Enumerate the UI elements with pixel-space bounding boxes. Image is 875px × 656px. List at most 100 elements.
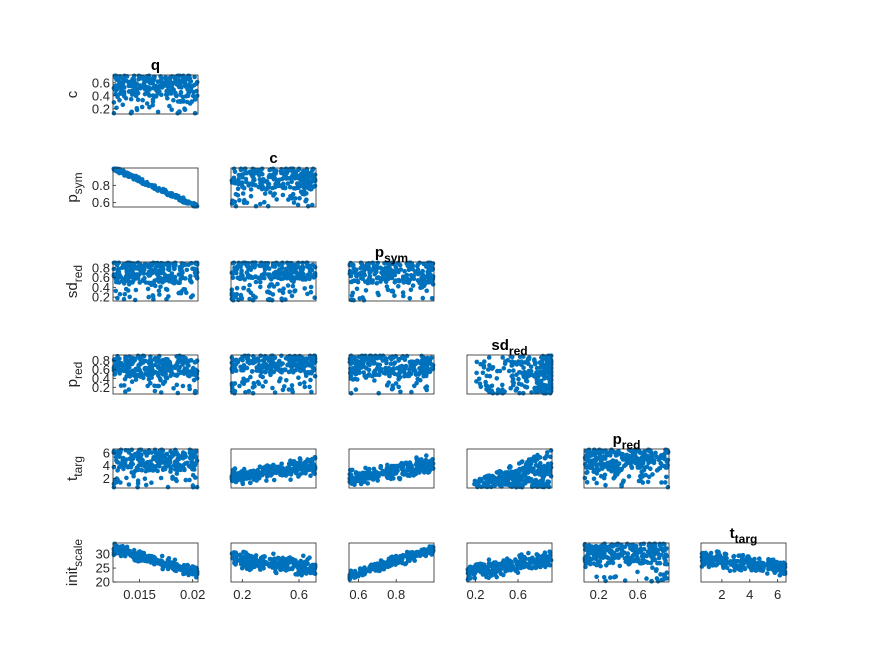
data-point <box>176 455 181 461</box>
data-point <box>237 198 242 203</box>
data-point <box>413 462 419 468</box>
data-point <box>411 556 417 562</box>
data-point <box>237 383 242 389</box>
data-point <box>396 269 401 275</box>
data-point <box>376 474 381 479</box>
data-point <box>530 479 535 485</box>
data-point <box>172 260 178 266</box>
data-point <box>176 359 182 365</box>
data-point <box>158 475 164 481</box>
data-point <box>383 561 389 567</box>
data-point <box>420 549 426 555</box>
data-point <box>296 260 301 266</box>
data-point <box>544 453 550 459</box>
data-point <box>163 452 169 457</box>
data-point <box>194 260 200 266</box>
data-point <box>236 172 242 178</box>
data-point <box>231 260 237 266</box>
data-point <box>172 557 178 563</box>
data-point <box>280 387 286 393</box>
data-point <box>350 278 356 284</box>
data-point <box>534 377 540 383</box>
data-point <box>547 553 553 558</box>
data-point <box>114 454 119 459</box>
data-point <box>184 290 189 296</box>
data-point <box>478 384 484 390</box>
data-point <box>366 276 372 282</box>
data-point <box>486 355 492 360</box>
data-point <box>517 354 523 360</box>
data-point <box>489 478 495 484</box>
data-point <box>139 557 144 562</box>
data-point <box>263 369 268 375</box>
data-point <box>182 451 188 456</box>
data-point <box>646 474 652 480</box>
data-point <box>354 472 360 478</box>
data-point <box>281 271 287 276</box>
data-point <box>510 379 516 384</box>
data-point <box>238 295 244 300</box>
data-point <box>192 372 198 378</box>
data-point <box>112 371 118 377</box>
data-point <box>285 168 291 174</box>
data-point <box>294 354 299 360</box>
data-point <box>542 376 547 381</box>
data-point <box>121 547 127 552</box>
data-point <box>143 482 149 488</box>
data-point <box>153 94 159 99</box>
data-point <box>510 470 516 476</box>
data-point <box>514 386 520 391</box>
data-point <box>368 358 374 363</box>
data-point <box>131 551 136 556</box>
data-point <box>285 272 290 277</box>
data-point <box>280 276 286 281</box>
data-point <box>116 450 122 456</box>
data-point <box>165 96 170 101</box>
data-point <box>165 84 171 90</box>
data-point <box>158 260 164 266</box>
data-point <box>138 374 143 379</box>
data-point <box>410 362 416 368</box>
data-point <box>174 382 180 388</box>
data-point <box>531 557 536 563</box>
data-point <box>290 166 295 172</box>
data-point <box>422 464 427 470</box>
data-point <box>374 354 379 359</box>
data-point <box>358 265 364 271</box>
data-point <box>174 93 179 99</box>
data-point <box>474 482 479 488</box>
data-point <box>180 362 185 367</box>
data-point <box>389 558 394 563</box>
data-point <box>258 180 263 186</box>
data-point <box>115 295 120 301</box>
data-point <box>532 361 538 367</box>
data-point <box>420 295 426 301</box>
data-point <box>302 467 308 472</box>
data-point <box>283 367 288 373</box>
data-point <box>111 484 117 490</box>
data-point <box>259 275 265 281</box>
data-point <box>150 260 156 266</box>
data-point <box>378 279 383 284</box>
data-point <box>393 381 399 386</box>
data-point <box>509 359 514 365</box>
data-point <box>293 265 299 270</box>
data-point <box>111 272 117 277</box>
data-point <box>179 567 184 573</box>
data-point <box>257 464 263 470</box>
data-point <box>113 366 118 371</box>
data-point <box>489 365 495 371</box>
data-point <box>159 553 165 559</box>
data-point <box>165 361 170 366</box>
data-point <box>350 377 356 382</box>
data-point <box>120 102 126 108</box>
data-point <box>193 475 198 480</box>
data-point <box>427 468 433 473</box>
data-point <box>186 199 191 204</box>
data-point <box>414 455 419 460</box>
data-point <box>243 390 248 395</box>
data-point <box>150 81 156 86</box>
data-point <box>307 370 313 376</box>
data-point <box>152 383 157 389</box>
data-point <box>116 280 122 285</box>
